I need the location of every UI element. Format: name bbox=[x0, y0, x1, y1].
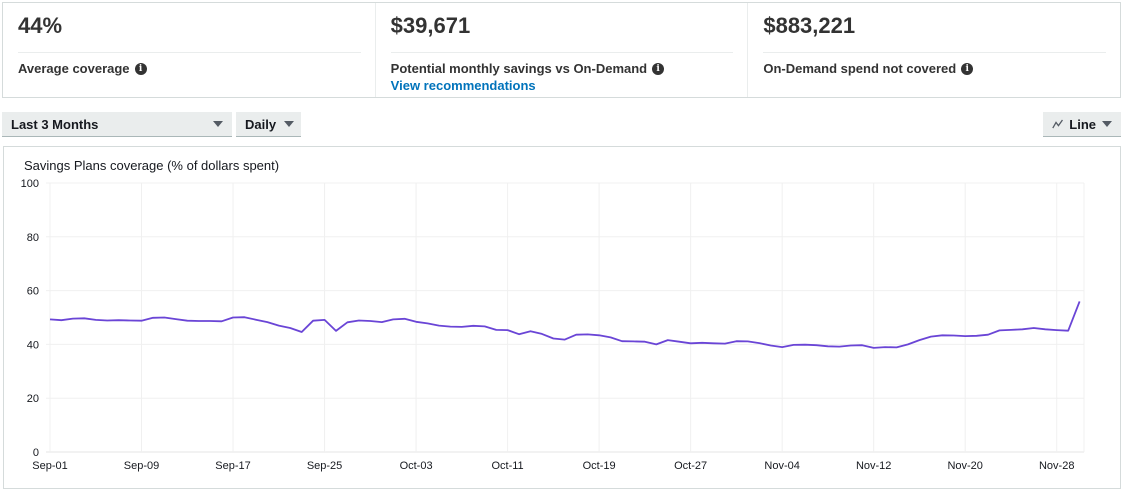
on-demand-spend-value: $883,221 bbox=[763, 11, 1107, 53]
average-coverage-card: 44% Average coverage i bbox=[3, 3, 376, 97]
time-range-dropdown[interactable]: Last 3 Months bbox=[2, 112, 232, 137]
chevron-down-icon bbox=[213, 121, 223, 127]
granularity-dropdown[interactable]: Daily bbox=[236, 112, 301, 137]
on-demand-spend-card: $883,221 On-Demand spend not covered i bbox=[748, 3, 1120, 97]
chart-container bbox=[3, 146, 1121, 489]
chevron-down-icon bbox=[284, 121, 295, 127]
potential-savings-card: $39,671 Potential monthly savings vs On-… bbox=[376, 3, 749, 97]
granularity-value: Daily bbox=[245, 116, 277, 132]
chevron-down-icon bbox=[1102, 121, 1112, 127]
on-demand-spend-label: On-Demand spend not covered i bbox=[763, 61, 1106, 76]
view-recommendations-link[interactable]: View recommendations bbox=[390, 78, 536, 93]
summary-panel: 44% Average coverage i $39,671 Potential… bbox=[2, 2, 1121, 98]
info-icon[interactable]: i bbox=[652, 62, 665, 75]
line-chart-icon bbox=[1052, 119, 1063, 129]
time-range-value: Last 3 Months bbox=[11, 116, 99, 132]
average-coverage-label: Average coverage i bbox=[18, 61, 361, 76]
average-coverage-label-text: Average coverage bbox=[18, 61, 130, 76]
chart-type-value: Line bbox=[1069, 116, 1096, 132]
info-icon[interactable]: i bbox=[134, 62, 147, 75]
chart-type-dropdown[interactable]: Line bbox=[1043, 112, 1121, 137]
potential-savings-label: Potential monthly savings vs On-Demand i bbox=[391, 61, 734, 76]
average-coverage-value: 44% bbox=[18, 11, 361, 53]
potential-savings-label-text: Potential monthly savings vs On-Demand bbox=[390, 61, 648, 76]
potential-savings-value: $39,671 bbox=[390, 11, 734, 53]
chart-title: Savings Plans coverage (% of dollars spe… bbox=[24, 158, 280, 173]
on-demand-spend-label-text: On-Demand spend not covered bbox=[763, 61, 957, 76]
info-icon[interactable]: i bbox=[961, 62, 974, 75]
